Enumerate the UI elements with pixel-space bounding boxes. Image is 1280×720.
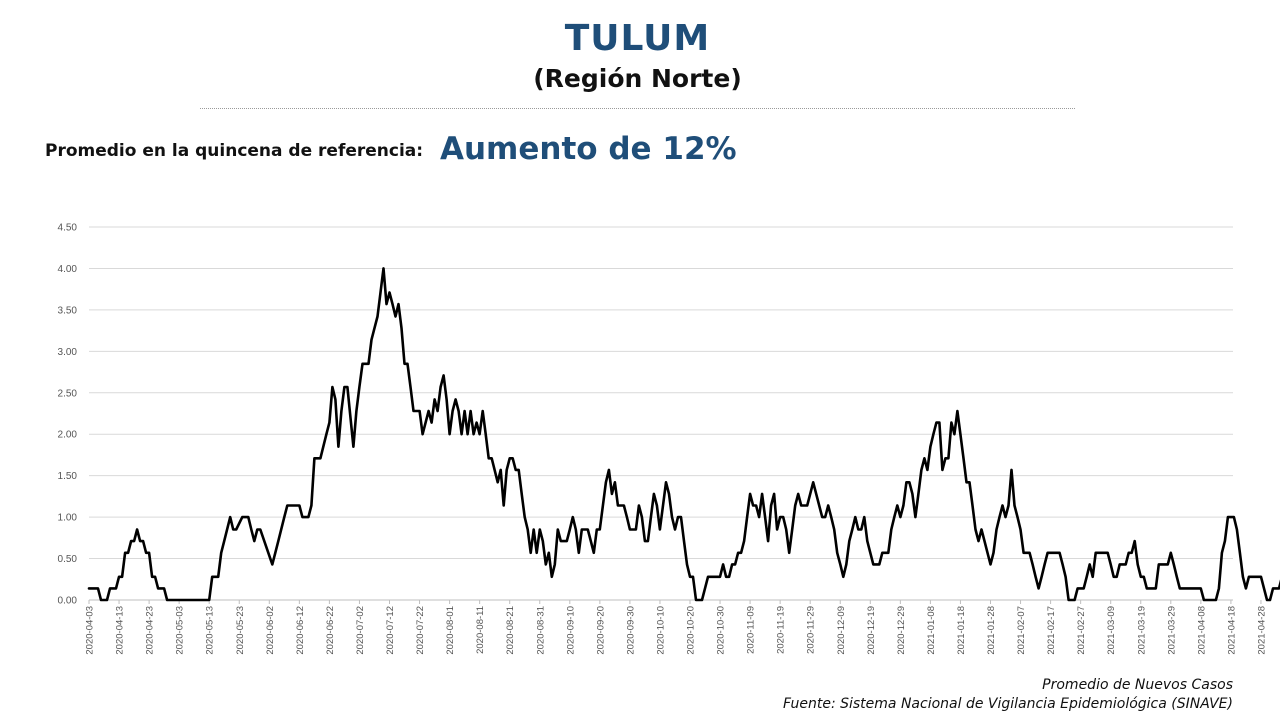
x-tick-label: 2020-09-30: [625, 606, 636, 655]
source-caption: Fuente: Sistema Nacional de Vigilancia E…: [783, 696, 1233, 712]
x-tick-label: 2020-06-02: [265, 606, 276, 655]
dotted-divider: [200, 108, 1075, 109]
x-tick-label: 2021-02-17: [1046, 606, 1057, 655]
x-tick-label: 2020-12-29: [896, 606, 907, 655]
x-tick-label: 2020-05-13: [205, 606, 216, 655]
x-tick-label: 2021-03-29: [1166, 606, 1177, 655]
x-tick-label: 2020-10-20: [686, 606, 697, 655]
x-tick-label: 2021-02-07: [1016, 606, 1027, 655]
x-tick-label: 2021-03-09: [1106, 606, 1117, 655]
y-tick-label: 2.00: [58, 430, 78, 441]
y-tick-label: 1.00: [58, 513, 78, 524]
x-tick-label: 2020-04-13: [115, 606, 126, 655]
x-tick-label: 2020-08-31: [535, 606, 546, 655]
x-tick-label: 2020-11-19: [776, 606, 787, 654]
x-tick-label: 2020-08-21: [505, 606, 516, 655]
x-tick-label: 2021-04-08: [1196, 606, 1207, 655]
x-tick-label: 2020-11-29: [806, 606, 817, 654]
y-tick-label: 2.50: [58, 388, 78, 399]
y-tick-label: 3.50: [58, 305, 78, 316]
y-tick-label: 4.50: [58, 223, 78, 234]
series-caption: Promedio de Nuevos Casos: [1042, 677, 1233, 693]
x-tick-label: 2020-09-10: [565, 606, 576, 655]
x-tick-label: 2020-10-10: [655, 606, 666, 655]
x-tick-label: 2021-03-19: [1136, 606, 1147, 655]
x-tick-label: 2021-04-18: [1226, 606, 1237, 655]
x-tick-label: 2020-05-03: [175, 606, 186, 655]
x-tick-label: 2020-07-02: [355, 606, 366, 655]
x-tick-label: 2020-07-12: [385, 606, 396, 655]
page-title: TULUM: [564, 18, 711, 59]
x-tick-label: 2020-09-20: [595, 606, 606, 655]
x-tick-label: 2020-04-03: [85, 606, 96, 655]
x-tick-label: 2020-08-01: [445, 606, 456, 655]
x-tick-label: 2020-10-30: [716, 606, 727, 655]
x-tick-label: 2020-04-23: [145, 606, 156, 655]
x-tick-label: 2020-11-09: [746, 606, 757, 654]
x-tick-label: 2020-06-12: [295, 606, 306, 655]
y-tick-label: 1.50: [58, 471, 78, 482]
x-tick-label: 2021-02-27: [1076, 606, 1087, 655]
x-tick-label: 2021-01-18: [956, 606, 967, 655]
reference-value: Aumento de 12%: [440, 131, 737, 167]
series-line: [87, 267, 1280, 602]
x-tick-label: 2020-06-22: [325, 606, 336, 655]
y-tick-label: 0.00: [58, 596, 78, 607]
x-tick-label: 2020-12-19: [866, 606, 877, 655]
x-tick-label: 2020-07-22: [415, 606, 426, 655]
y-tick-label: 0.50: [58, 554, 78, 565]
x-tick-label: 2020-05-23: [235, 606, 246, 655]
x-tick-label: 2021-04-28: [1257, 606, 1268, 655]
reference-label: Promedio en la quincena de referencia:: [45, 141, 424, 161]
x-tick-label: 2020-08-11: [475, 606, 486, 654]
page-subtitle: (Región Norte): [533, 64, 742, 93]
x-tick-label: 2021-01-08: [926, 606, 937, 655]
y-tick-label: 4.00: [58, 264, 78, 275]
y-tick-label: 3.00: [58, 347, 78, 358]
x-tick-label: 2021-01-28: [986, 606, 997, 655]
x-tick-label: 2020-12-09: [836, 606, 847, 655]
